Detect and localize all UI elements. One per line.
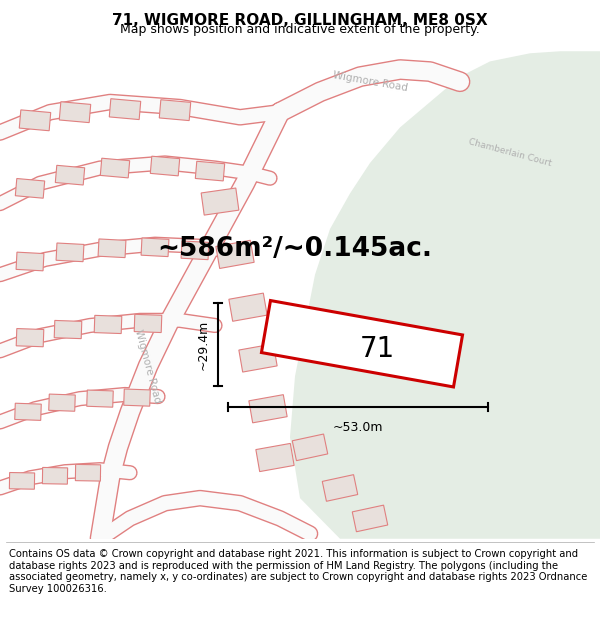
Polygon shape: [229, 293, 267, 321]
Polygon shape: [98, 239, 126, 258]
Polygon shape: [124, 389, 150, 406]
Polygon shape: [181, 241, 209, 259]
Polygon shape: [94, 316, 122, 334]
Text: Wigmore Road: Wigmore Road: [133, 328, 163, 404]
Text: ~53.0m: ~53.0m: [333, 421, 383, 434]
Polygon shape: [141, 238, 169, 257]
Polygon shape: [109, 99, 141, 119]
Polygon shape: [262, 301, 463, 387]
Text: Wigmore Road: Wigmore Road: [332, 70, 408, 93]
Polygon shape: [87, 390, 113, 407]
Polygon shape: [19, 110, 51, 131]
Text: Contains OS data © Crown copyright and database right 2021. This information is : Contains OS data © Crown copyright and d…: [9, 549, 587, 594]
Text: Map shows position and indicative extent of the property.: Map shows position and indicative extent…: [120, 23, 480, 36]
Polygon shape: [151, 156, 179, 176]
Polygon shape: [256, 443, 294, 472]
Text: ~586m²/~0.145ac.: ~586m²/~0.145ac.: [157, 236, 433, 262]
Polygon shape: [15, 403, 41, 421]
Polygon shape: [216, 240, 254, 269]
Polygon shape: [43, 468, 68, 484]
Polygon shape: [322, 474, 358, 501]
Polygon shape: [249, 394, 287, 423]
Polygon shape: [55, 166, 85, 185]
Polygon shape: [59, 102, 91, 122]
Text: 71, WIGMORE ROAD, GILLINGHAM, ME8 0SX: 71, WIGMORE ROAD, GILLINGHAM, ME8 0SX: [112, 12, 488, 28]
Polygon shape: [49, 394, 75, 411]
Polygon shape: [196, 161, 224, 181]
Polygon shape: [16, 329, 44, 347]
Polygon shape: [100, 158, 130, 178]
Polygon shape: [239, 344, 277, 372]
Polygon shape: [201, 188, 239, 215]
Polygon shape: [16, 252, 44, 271]
Polygon shape: [159, 100, 191, 121]
Polygon shape: [292, 434, 328, 461]
Polygon shape: [16, 179, 44, 198]
Polygon shape: [352, 505, 388, 532]
Polygon shape: [290, 51, 600, 539]
Text: ~29.4m: ~29.4m: [197, 319, 210, 370]
Text: Chamberlain Court: Chamberlain Court: [467, 138, 553, 168]
Polygon shape: [54, 321, 82, 339]
Polygon shape: [10, 472, 35, 489]
Text: 71: 71: [359, 335, 395, 363]
Polygon shape: [76, 464, 101, 481]
Polygon shape: [56, 243, 84, 262]
Polygon shape: [134, 314, 162, 332]
